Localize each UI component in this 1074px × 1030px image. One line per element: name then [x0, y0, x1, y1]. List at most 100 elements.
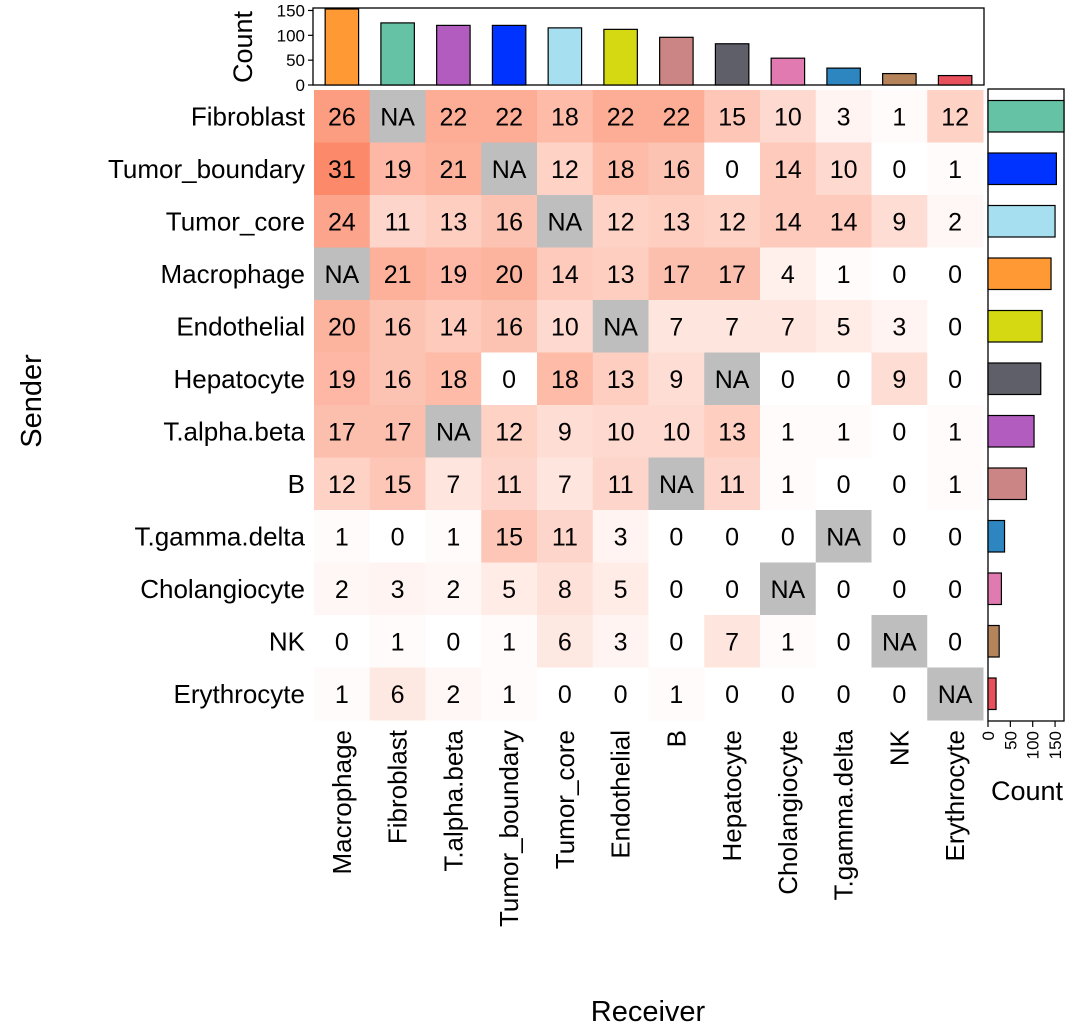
heatmap-cell — [537, 300, 594, 353]
heatmap-cell — [481, 405, 538, 458]
cell-value-label: 1 — [335, 681, 349, 709]
heatmap-cell — [704, 510, 761, 563]
cell-value-label: NA — [380, 103, 415, 131]
cell-value-label: 3 — [892, 313, 906, 341]
cell-value-label: NA — [882, 628, 917, 656]
receiver-label: Tumor_core — [550, 730, 580, 869]
heatmap-cell — [815, 300, 872, 353]
cell-value-label: 0 — [892, 156, 906, 184]
top-axis-title: Count — [228, 10, 258, 83]
cell-value-label: 12 — [941, 103, 969, 131]
heatmap-cell — [927, 247, 984, 301]
heatmap-cell — [648, 457, 705, 511]
cell-value-label: 1 — [502, 628, 516, 656]
heatmap-cell — [481, 615, 538, 668]
cell-value-label: 12 — [718, 208, 746, 236]
cell-value-label: NA — [436, 418, 471, 446]
heatmap-cell — [369, 615, 426, 668]
heatmap-cell — [760, 247, 817, 301]
sender-label: NK — [269, 626, 306, 656]
heatmap-cell — [927, 562, 984, 616]
sender-labels: Fibroblast Tumor_boundary Tumor_core Macrop… — [108, 101, 306, 709]
cell-value-label: 0 — [502, 366, 516, 394]
heatmap-cell — [704, 300, 761, 353]
cell-value-label: 7 — [725, 628, 739, 656]
top-count-bar — [937, 74, 973, 86]
right-count-bar — [987, 309, 1043, 343]
cell-value-label: 12 — [495, 418, 523, 446]
heatmap-cell — [481, 457, 538, 511]
receiver-label: B — [661, 730, 691, 747]
heatmap-cell — [425, 615, 482, 668]
heatmap-cell — [760, 510, 817, 563]
heatmap-cell — [592, 562, 649, 616]
cell-value-label: 16 — [384, 313, 412, 341]
heatmap-cell — [704, 562, 761, 616]
cell-value-label: NA — [603, 313, 638, 341]
cell-value-label: 0 — [837, 681, 851, 709]
cell-value-label: 0 — [725, 681, 739, 709]
heatmap-cell — [815, 352, 872, 406]
cell-value-label: 7 — [446, 471, 460, 499]
cell-value-label: 13 — [662, 208, 690, 236]
cell-value-label: 0 — [781, 366, 795, 394]
heatmap-cell — [369, 510, 426, 563]
cell-value-label: 11 — [385, 208, 411, 236]
right-count-bar — [987, 467, 1028, 501]
cell-value-label: 11 — [719, 471, 745, 499]
cell-value-label: 0 — [837, 471, 851, 499]
cell-value-label: 12 — [328, 471, 356, 499]
heatmap-cell — [592, 142, 649, 196]
cell-value-label: 5 — [614, 576, 628, 604]
heatmap-cell — [815, 90, 872, 143]
cell-value-label: 3 — [391, 576, 405, 604]
x-axis-title: Receiver — [591, 996, 706, 1028]
cell-value-label: 0 — [781, 523, 795, 551]
heatmap-cell — [760, 352, 817, 406]
heatmap-cell — [815, 247, 872, 301]
y-axis-title: Sender — [16, 354, 48, 448]
heatmap-cell — [648, 615, 705, 668]
cell-value-label: 9 — [558, 418, 572, 446]
sender-label: B — [288, 469, 305, 499]
cell-value-label: 6 — [391, 681, 405, 709]
heatmap-cell — [704, 90, 761, 143]
heatmap-cell — [871, 90, 928, 143]
heatmap-cell — [927, 142, 984, 196]
heatmap-cell — [592, 300, 649, 353]
cell-value-label: 1 — [335, 523, 349, 551]
heatmap-cell — [871, 615, 928, 668]
cell-value-label: 4 — [781, 261, 795, 289]
cell-value-label: 9 — [669, 366, 683, 394]
right-count-bar — [987, 257, 1052, 291]
right-count-bar — [987, 152, 1058, 186]
cell-value-label: 9 — [892, 208, 906, 236]
cell-value-label: 10 — [774, 103, 802, 131]
top-axis-tick-label: 100 — [277, 26, 305, 45]
cell-value-label: 0 — [335, 628, 349, 656]
cell-value-label: 13 — [439, 208, 467, 236]
heatmap-cell — [537, 615, 594, 668]
cell-value-label: 26 — [328, 103, 356, 131]
cell-value-label: 17 — [718, 261, 746, 289]
top-count-bar — [491, 24, 527, 86]
cell-value-label: 0 — [948, 523, 962, 551]
cell-value-label: 19 — [328, 366, 356, 394]
heatmap-cell — [425, 90, 482, 143]
receiver-label: Macrophage — [327, 730, 357, 875]
heatmap-cell — [314, 352, 371, 406]
heatmap-cell — [871, 510, 928, 563]
cell-value-label: 0 — [614, 681, 628, 709]
receiver-label: Fibroblast — [383, 729, 413, 844]
heatmap-cell — [648, 90, 705, 143]
cell-value-label: 3 — [614, 523, 628, 551]
cell-value-label: 7 — [669, 313, 683, 341]
heatmap-cell — [704, 247, 761, 301]
heatmap-cell — [537, 247, 594, 301]
heatmap-cell — [314, 615, 371, 668]
top-axis-tick-label: 150 — [277, 1, 305, 20]
cell-value-label: 1 — [391, 628, 405, 656]
cell-value-label: 19 — [384, 156, 412, 184]
heatmap-cell — [314, 510, 371, 563]
top-axis-tick-label: 0 — [296, 76, 305, 95]
